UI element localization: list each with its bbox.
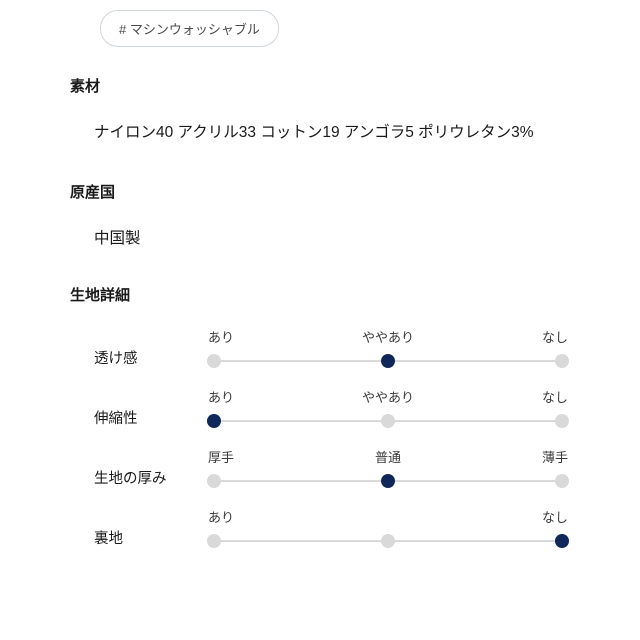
heading-material: 素材	[70, 75, 570, 96]
indicator-dot	[381, 534, 395, 548]
indicator-label: あり	[208, 387, 278, 406]
fabric-indicator: 厚手 普通 薄手	[206, 447, 570, 489]
indicator-track	[206, 473, 570, 489]
indicator-label: なし	[498, 507, 568, 526]
indicator-label: なし	[498, 387, 568, 406]
indicator-track	[206, 353, 570, 369]
section-material: 素材 ナイロン40 アクリル33 コットン19 アンゴラ5 ポリウレタン3%	[70, 75, 570, 147]
fabric-detail-row: 裏地あり なし	[70, 507, 570, 549]
indicator-dot	[207, 474, 221, 488]
indicator-dot	[555, 414, 569, 428]
fabric-indicator: あり ややあり なし	[206, 387, 570, 429]
indicator-label	[353, 507, 423, 526]
tag-machine-washable[interactable]: # マシンウォッシャブル	[100, 10, 279, 47]
indicator-dot	[381, 414, 395, 428]
indicator-dot	[207, 354, 221, 368]
indicator-dot	[555, 474, 569, 488]
indicator-labels: あり なし	[206, 507, 570, 526]
section-origin: 原産国 中国製	[70, 181, 570, 253]
tag-row: # マシンウォッシャブル	[70, 10, 570, 47]
indicator-dot-active	[207, 414, 221, 428]
indicator-labels: 厚手 普通 薄手	[206, 447, 570, 466]
section-fabric-detail: 生地詳細 透け感ありややありなし伸縮性ありややありなし生地の厚み厚手普通薄手裏地…	[70, 284, 570, 549]
fabric-detail-row: 生地の厚み厚手 普通 薄手	[70, 447, 570, 489]
indicator-label: あり	[208, 327, 278, 346]
indicator-dot	[555, 354, 569, 368]
fabric-detail-name: 透け感	[70, 347, 206, 369]
body-origin: 中国製	[70, 224, 570, 253]
fabric-indicator: あり なし	[206, 507, 570, 549]
indicator-label: なし	[498, 327, 568, 346]
fabric-detail-name: 伸縮性	[70, 407, 206, 429]
heading-origin: 原産国	[70, 181, 570, 202]
indicator-labels: あり ややあり なし	[206, 327, 570, 346]
body-material: ナイロン40 アクリル33 コットン19 アンゴラ5 ポリウレタン3%	[70, 118, 570, 147]
indicator-label: ややあり	[353, 327, 423, 346]
heading-fabric-detail: 生地詳細	[70, 284, 570, 305]
indicator-dot	[207, 534, 221, 548]
fabric-indicator: あり ややあり なし	[206, 327, 570, 369]
fabric-detail-name: 生地の厚み	[70, 467, 206, 489]
fabric-detail-row: 透け感あり ややあり なし	[70, 327, 570, 369]
indicator-labels: あり ややあり なし	[206, 387, 570, 406]
indicator-label: 厚手	[208, 447, 278, 466]
fabric-detail-row: 伸縮性あり ややあり なし	[70, 387, 570, 429]
indicator-label: 普通	[353, 447, 423, 466]
indicator-label: 薄手	[498, 447, 568, 466]
indicator-dot-active	[555, 534, 569, 548]
indicator-dot-active	[381, 474, 395, 488]
indicator-label: あり	[208, 507, 278, 526]
indicator-track	[206, 533, 570, 549]
indicator-label: ややあり	[353, 387, 423, 406]
indicator-track	[206, 413, 570, 429]
fabric-detail-name: 裏地	[70, 527, 206, 549]
indicator-dot-active	[381, 354, 395, 368]
